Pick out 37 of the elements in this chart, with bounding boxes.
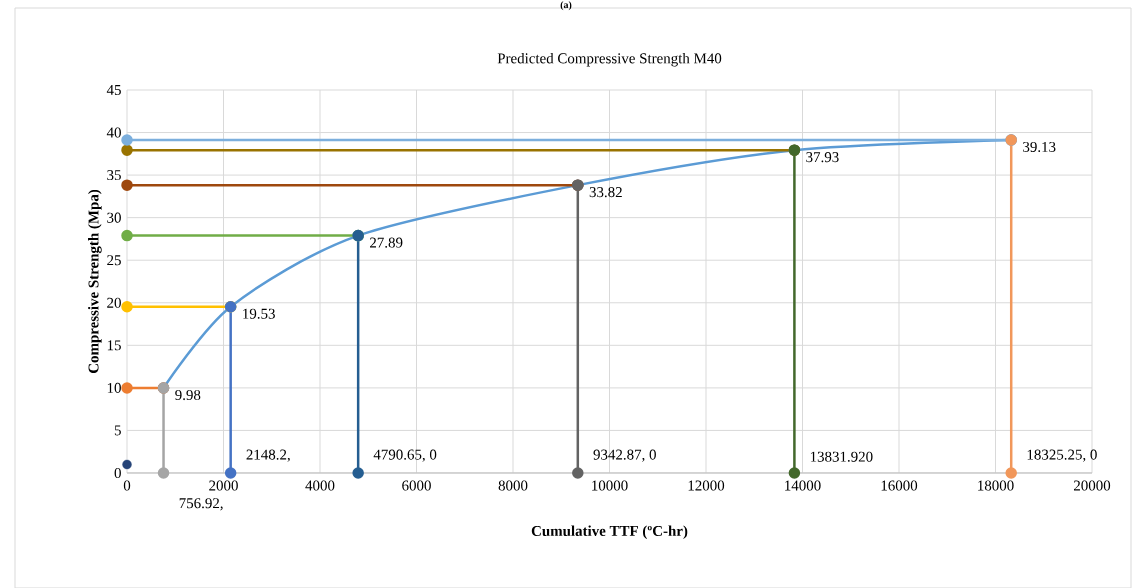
x-tick-label: 12000 — [688, 480, 725, 491]
annotation: 9342.87, 0 — [593, 449, 656, 462]
y-tick-label: 45 — [106, 85, 121, 95]
chart-title: Predicted Compressive Strength M40 — [497, 52, 722, 67]
x-tick-label: 20000 — [1073, 480, 1111, 491]
x-tick-label: 0 — [123, 480, 131, 491]
text: (a) — [560, 1, 572, 11]
x-tick-label: 6000 — [402, 480, 431, 491]
x-axis-title: Cumulative TTF (ºC-hr) — [531, 525, 688, 539]
y-tick-label: 40 — [106, 127, 121, 138]
y-tick-label: 20 — [107, 297, 121, 308]
x-tick-label: 8000 — [498, 480, 528, 491]
x-tick-label: 4000 — [305, 480, 335, 491]
annotation: 27.89 — [370, 237, 403, 248]
annotation: 756.92, — [179, 498, 223, 511]
x-tick-label: 14000 — [785, 480, 821, 491]
y-tick-label: 35 — [107, 170, 121, 181]
y-tick-label: 0 — [114, 467, 121, 479]
x-tick-label: 16000 — [881, 480, 918, 491]
annotation: 18325.25, 0 — [1027, 449, 1097, 462]
annotation: 13831.920 — [810, 451, 873, 462]
annotation: 19.53 — [243, 308, 275, 319]
x-tick-label: 10000 — [592, 480, 628, 491]
annotation: 33.82 — [589, 187, 622, 198]
y-tick-label: 5 — [114, 425, 121, 436]
annotation: 2148.2, — [246, 449, 290, 462]
annotation: 9.98 — [175, 389, 201, 401]
annotation: 37.93 — [806, 152, 839, 163]
x-tick-label: 18000 — [978, 480, 1014, 491]
y-tick-label: 30 — [107, 212, 121, 223]
x-tick-label: 2000 — [209, 480, 238, 491]
y-tick-label: 15 — [107, 340, 121, 351]
y-tick-label: 25 — [107, 255, 121, 266]
annotation: 4790.65, 0 — [373, 449, 437, 462]
y-tick-label: 10 — [107, 382, 121, 393]
y-axis-title: Compressive Strength (Mpa) — [88, 189, 102, 374]
annotation: 39.13 — [1023, 141, 1056, 153]
